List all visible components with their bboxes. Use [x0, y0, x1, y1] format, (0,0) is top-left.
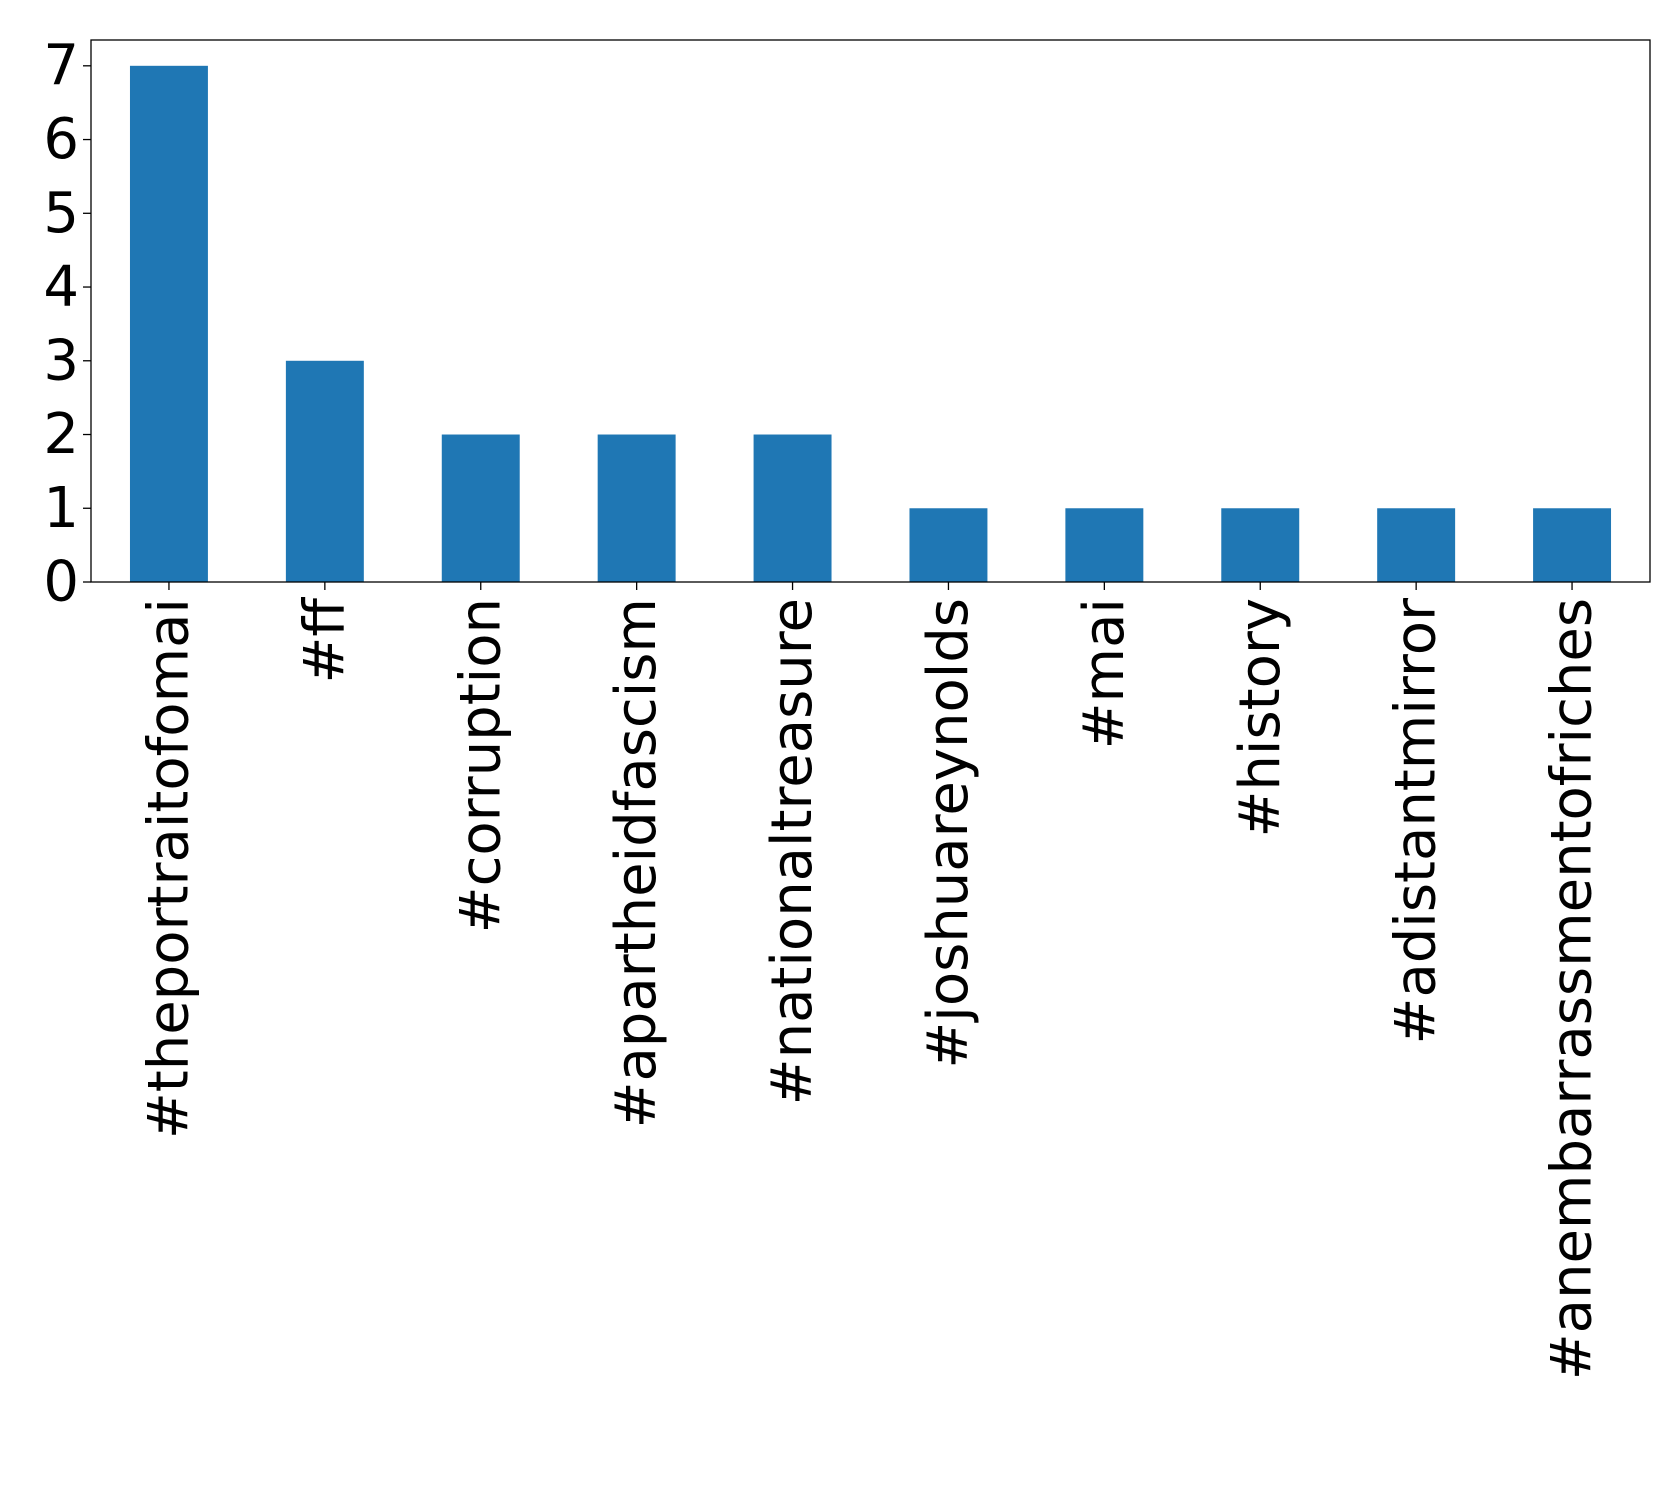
bar-0: [129, 65, 208, 582]
plot-frame: [90, 39, 1651, 583]
x-tick-label-8: #adistantmirror: [1384, 597, 1449, 1044]
bar-7: [1221, 508, 1300, 582]
y-tick-label-1: 1: [43, 476, 79, 541]
x-tick-label-2: #corruption: [448, 598, 513, 933]
bar-8: [1377, 508, 1456, 582]
x-tick-label-5: #joshuareynolds: [916, 598, 981, 1069]
y-tick-label-3: 3: [43, 328, 79, 393]
y-tick-label-5: 5: [43, 181, 79, 246]
bar-6: [1065, 508, 1144, 582]
y-tick-label-0: 0: [43, 550, 79, 615]
x-axis: #theportraitofomai #ff #corruption #aparthe…: [136, 582, 1605, 1380]
bar-9: [1533, 508, 1612, 582]
x-tick-label-1: #ff: [292, 597, 357, 684]
bar-2: [441, 434, 520, 582]
y-axis: 0 1 2 3 4 5 6 7: [43, 33, 91, 615]
bars-group: [129, 65, 1612, 582]
x-tick-label-9: #anembarrassmentofriches: [1540, 598, 1605, 1380]
x-tick-label-0: #theportraitofomai: [136, 598, 201, 1139]
x-tick-label-3: #apartheidfascism: [604, 598, 669, 1128]
bar-1: [285, 360, 364, 582]
y-tick-label-2: 2: [43, 402, 79, 467]
y-tick-label-4: 4: [43, 255, 79, 320]
x-tick-label-4: #nationaltreasure: [760, 598, 825, 1105]
y-tick-label-6: 6: [43, 107, 79, 172]
x-tick-label-7: #history: [1228, 598, 1293, 838]
bar-4: [753, 434, 832, 582]
bar-3: [597, 434, 676, 582]
y-tick-label-7: 7: [43, 33, 79, 98]
x-tick-label-6: #mai: [1072, 598, 1137, 749]
bar-5: [909, 508, 988, 582]
